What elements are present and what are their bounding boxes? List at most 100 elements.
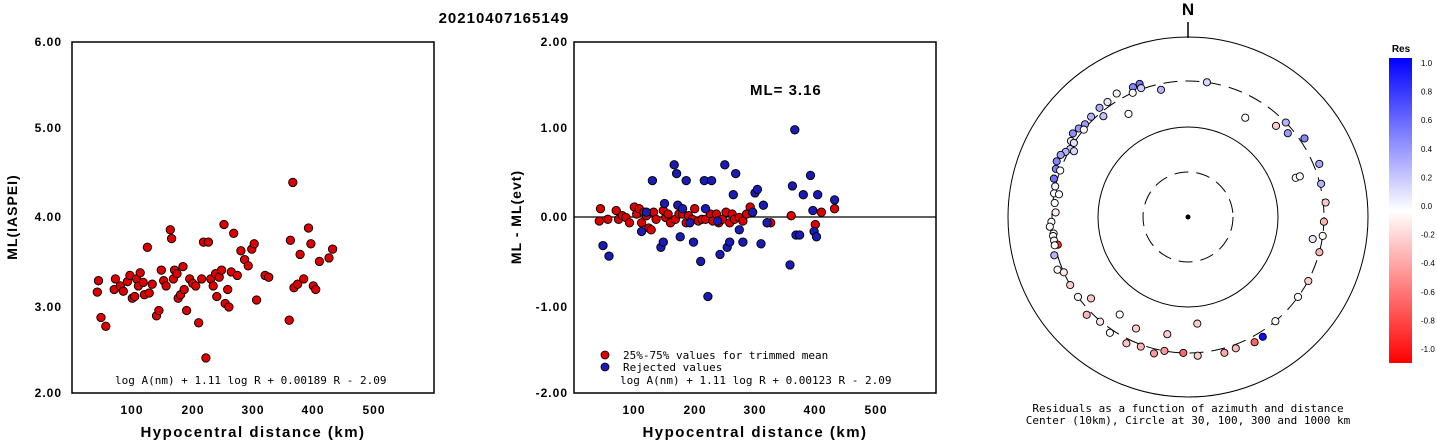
station-point [1295, 172, 1304, 181]
colorbar-tick-label: 1.0 [1421, 59, 1433, 68]
station-point [1105, 328, 1114, 337]
rejected-point [798, 190, 808, 200]
azimuth-residual-points [1045, 78, 1330, 360]
legend-label-rejected: Rejected values [623, 361, 722, 374]
data-point [101, 321, 111, 331]
rejected-point [813, 190, 823, 200]
ml-iaspei-y-ticks: 2.00 3.00 4.00 5.00 6.00 [35, 35, 62, 400]
ml-residual-x-ticks: 100 200 300 400 500 [622, 403, 887, 417]
station-point [1112, 89, 1121, 98]
circle-300km [1051, 80, 1325, 354]
station-point [1149, 349, 1159, 358]
x-tick-label: 200 [683, 403, 706, 417]
rejected-point [794, 230, 805, 240]
data-point [311, 284, 321, 295]
station-point [1271, 121, 1281, 130]
rejected-point [696, 256, 706, 267]
rejected-point [811, 232, 822, 242]
ml-iaspei-y-axis-label: ML(IASPEI) [4, 174, 20, 259]
data-point [96, 312, 106, 323]
station-point [1051, 182, 1060, 191]
colorbar-ticks: 1.0 0.8 0.6 0.4 0.2 0.0 -0.2 -0.4 -0.6 -0.8 -1.0 [1421, 59, 1435, 354]
data-point [138, 277, 148, 288]
station-point [1318, 231, 1327, 240]
station-point [1317, 179, 1326, 188]
station-point [1321, 198, 1330, 207]
rejected-point [756, 239, 766, 249]
legend-swatch-rejected [600, 362, 610, 372]
station-point [1319, 217, 1328, 226]
rejected-point [688, 237, 699, 247]
data-point [219, 219, 229, 230]
rejected-point [758, 200, 769, 210]
rejected-point [685, 218, 695, 228]
rejected-point [731, 168, 741, 179]
data-point [147, 279, 157, 289]
y-tick-label: 6.00 [35, 35, 62, 49]
rejected-point [677, 204, 688, 214]
data-point [118, 286, 128, 296]
colorbar-tick-label: -0.2 [1421, 231, 1435, 240]
station-point [1220, 348, 1229, 357]
data-point [303, 223, 314, 233]
ml-residual-formula: log A(nm) + 1.11 log R + 0.00123 R - 2.0… [620, 374, 892, 387]
data-point [194, 318, 204, 328]
trimmed-point [786, 211, 796, 221]
rejected-point [647, 175, 658, 186]
ml-iaspei-plot-frame [71, 41, 435, 394]
colorbar-tick-label: 0.8 [1421, 88, 1433, 97]
north-label: N [1182, 0, 1194, 19]
station-point [1086, 294, 1096, 303]
rejected-point [703, 291, 713, 302]
data-point [212, 291, 222, 302]
data-point [208, 281, 218, 291]
data-point [314, 256, 325, 267]
x-tick-label: 500 [864, 403, 887, 417]
colorbar-tick-label: -0.6 [1421, 288, 1435, 297]
data-point [144, 288, 154, 298]
station-point [1137, 84, 1146, 93]
data-point [292, 279, 303, 289]
data-point [161, 281, 171, 291]
rejected-point [681, 175, 691, 186]
polar-caption-line1: Residuals as a function of azimuth and d… [1032, 402, 1343, 415]
rejected-point [720, 160, 730, 170]
trimmed-point [816, 207, 827, 217]
station-point [1179, 348, 1188, 357]
rejected-point [752, 184, 763, 195]
y-tick-label: 2.00 [35, 386, 62, 400]
data-point [142, 242, 153, 252]
polar-caption-line2: Center (10km), Circle at 30, 100, 300 an… [1026, 414, 1351, 427]
station-point [1131, 324, 1141, 333]
colorbar-tick-label: 0.2 [1421, 173, 1433, 182]
station-point [1066, 280, 1075, 290]
colorbar-tick-label: -1.0 [1421, 345, 1435, 354]
station-point [1315, 159, 1324, 168]
data-point [178, 261, 188, 272]
station-point [1136, 342, 1145, 351]
trimmed-point [663, 209, 673, 219]
data-point [92, 287, 102, 297]
data-point [295, 249, 305, 260]
y-tick-label: 4.00 [35, 210, 62, 224]
station-point [1050, 198, 1059, 208]
colorbar-tick-label: -0.8 [1421, 316, 1435, 325]
trimmed-point [594, 216, 604, 226]
colorbar-tick-label: 0.4 [1421, 145, 1433, 154]
circle-30km [1142, 171, 1234, 263]
trimmed-point [611, 205, 621, 216]
trimmed-point [829, 204, 840, 214]
station-point [1202, 78, 1211, 87]
station-point [1241, 113, 1250, 122]
rejected-point [790, 125, 800, 135]
station-point [1128, 88, 1137, 97]
data-point [166, 233, 177, 244]
colorbar-title: Res [1392, 44, 1411, 55]
station-point [1056, 150, 1065, 159]
rejected-point [747, 207, 758, 217]
x-tick-label: 300 [743, 403, 766, 417]
station-point [1068, 129, 1077, 138]
station-point [1045, 222, 1054, 231]
station-point [1050, 251, 1059, 260]
data-point [197, 274, 207, 284]
